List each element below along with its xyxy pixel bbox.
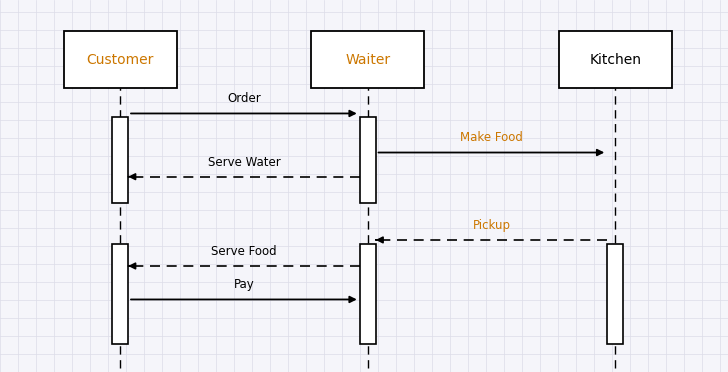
Bar: [64, 31, 176, 89]
Text: Kitchen: Kitchen: [589, 52, 641, 67]
Bar: [112, 244, 128, 344]
Text: Waiter: Waiter: [345, 52, 390, 67]
Bar: [112, 117, 128, 203]
Text: Make Food: Make Food: [460, 131, 523, 144]
Text: Serve Water: Serve Water: [207, 155, 280, 169]
Text: Serve Food: Serve Food: [211, 245, 277, 258]
Text: Customer: Customer: [87, 52, 154, 67]
Bar: [559, 31, 672, 89]
Bar: [360, 117, 376, 203]
Text: Pickup: Pickup: [472, 219, 510, 232]
Bar: [312, 31, 424, 89]
Text: Order: Order: [227, 92, 261, 105]
Bar: [360, 244, 376, 344]
Text: Pay: Pay: [234, 278, 254, 291]
Bar: [607, 244, 623, 344]
